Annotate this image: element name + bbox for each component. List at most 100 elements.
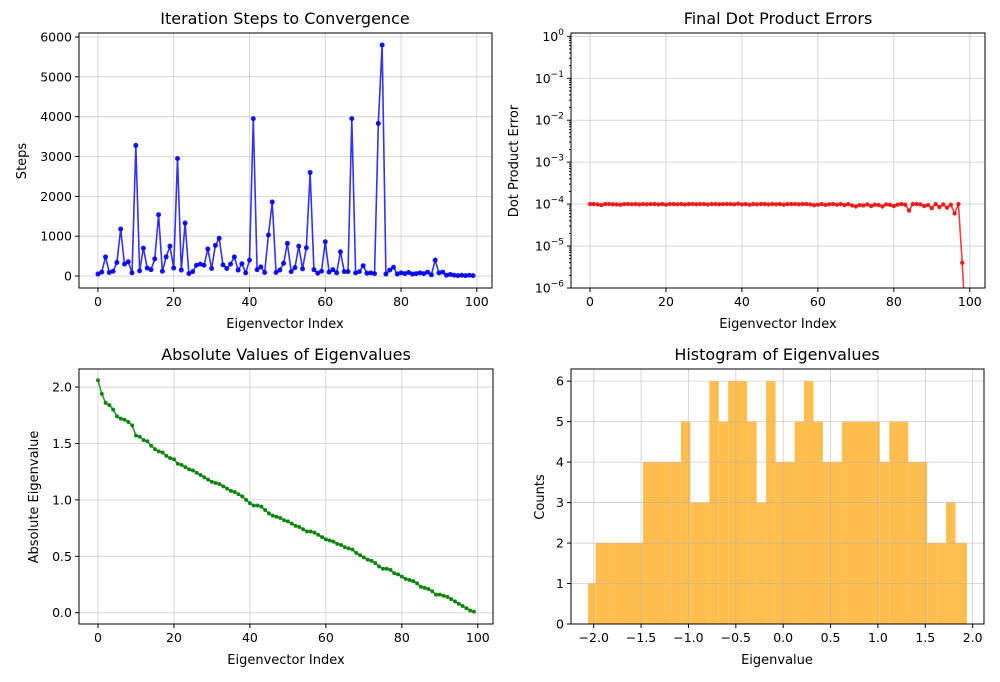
iteration-steps-ytick-label-0: 0 xyxy=(64,269,72,284)
dot-product-errors-point-30 xyxy=(701,201,707,207)
eigenvalue-histogram-ytick-label-2: 2 xyxy=(556,536,564,551)
dot-product-errors-point-88 xyxy=(922,203,927,209)
absolute-eigenvalues-point-98 xyxy=(468,608,473,613)
dot-product-errors-ytick-label-2: 10−4 xyxy=(535,196,564,212)
iteration-steps-point-99 xyxy=(470,273,476,279)
iteration-steps-point-36 xyxy=(231,254,237,260)
iteration-steps-point-86 xyxy=(421,271,427,277)
dot-product-errors-point-53 xyxy=(789,201,794,207)
absolute-eigenvalues-point-87 xyxy=(426,587,431,592)
iteration-steps-point-18 xyxy=(163,254,169,260)
iteration-steps-point-49 xyxy=(281,260,287,266)
absolute-eigenvalues-point-73 xyxy=(373,561,378,566)
absolute-eigenvalues-point-9 xyxy=(130,423,135,428)
absolute-eigenvalues-point-70 xyxy=(361,555,366,560)
absolute-eigenvalues-point-99 xyxy=(472,609,477,614)
eigenvalue-histogram-xlabel: Eigenvalue xyxy=(741,653,813,668)
dot-product-errors-point-38 xyxy=(732,202,737,207)
absolute-eigenvalues-title: Absolute Values of Eigenvalues xyxy=(161,345,411,364)
absolute-eigenvalues-point-71 xyxy=(365,557,370,562)
absolute-eigenvalues-point-49 xyxy=(282,518,287,523)
eigenvalue-histogram-chart: Histogram of Eigenvalues Eigenvalue Coun… xyxy=(533,345,985,668)
absolute-eigenvalues-point-56 xyxy=(308,529,313,534)
iteration-steps-point-77 xyxy=(387,267,393,273)
iteration-steps-point-57 xyxy=(311,267,317,273)
absolute-eigenvalues-point-20 xyxy=(171,457,176,462)
iteration-steps-point-74 xyxy=(375,120,381,126)
absolute-eigenvalues-point-69 xyxy=(358,553,363,558)
absolute-eigenvalues-point-66 xyxy=(346,546,351,551)
iteration-steps-point-89 xyxy=(432,257,438,263)
absolute-eigenvalues-point-30 xyxy=(209,479,214,484)
iteration-steps-point-75 xyxy=(379,42,385,48)
absolute-eigenvalues-point-6 xyxy=(118,416,123,421)
absolute-eigenvalues-point-93 xyxy=(449,597,454,602)
absolute-eigenvalues-point-85 xyxy=(418,584,423,589)
absolute-eigenvalues-point-82 xyxy=(407,577,412,582)
absolute-eigenvalues-point-17 xyxy=(160,450,165,455)
iteration-steps-point-40 xyxy=(247,257,253,263)
absolute-eigenvalues-point-16 xyxy=(156,449,161,454)
dot-product-errors-point-31 xyxy=(705,202,710,207)
iteration-steps-point-72 xyxy=(368,270,374,276)
iteration-steps-point-78 xyxy=(390,264,396,270)
dot-product-errors-point-80 xyxy=(891,203,897,209)
dot-product-errors-point-0 xyxy=(587,201,593,207)
dot-product-errors-point-76 xyxy=(876,202,881,208)
dot-product-errors-point-11 xyxy=(629,202,634,207)
iteration-steps-point-60 xyxy=(322,239,328,245)
dot-product-errors-point-2 xyxy=(595,202,600,207)
dot-product-errors-point-84 xyxy=(906,208,912,213)
iteration-steps-point-80 xyxy=(398,270,404,276)
absolute-eigenvalues-point-5 xyxy=(114,414,119,419)
eigenvalue-histogram-plot-area xyxy=(571,369,984,624)
eigenvalue-histogram-bar-14 xyxy=(794,421,805,624)
absolute-eigenvalues-point-86 xyxy=(422,585,427,590)
dot-product-errors-axes-frame xyxy=(570,32,986,289)
dot-product-errors-point-49 xyxy=(773,202,779,207)
absolute-eigenvalues-ytick-label-3: 1.5 xyxy=(52,436,72,451)
eigenvalue-histogram-ytick-label-0: 0 xyxy=(556,617,564,632)
iteration-steps-point-92 xyxy=(444,272,450,278)
eigenvalue-histogram-ytick-label-4: 4 xyxy=(556,455,564,470)
dot-product-errors-point-64 xyxy=(830,201,836,207)
dot-product-errors-ytick-label-6: 100 xyxy=(542,28,564,44)
iteration-steps-point-12 xyxy=(140,245,146,251)
dot-product-errors-point-21 xyxy=(667,201,672,207)
dot-product-errors-point-61 xyxy=(819,201,824,207)
dot-product-errors-point-32 xyxy=(709,201,714,207)
iteration-steps-point-79 xyxy=(394,271,400,277)
dot-product-errors-point-37 xyxy=(728,201,733,207)
iteration-steps-point-82 xyxy=(406,269,412,275)
dot-product-errors-ytick-label-4: 10−2 xyxy=(535,112,564,128)
absolute-eigenvalues-xlabel: Eigenvector Index xyxy=(227,653,345,668)
iteration-steps-axes-frame xyxy=(78,32,493,289)
dot-product-errors-point-91 xyxy=(933,201,938,207)
iteration-steps-point-70 xyxy=(360,263,366,269)
absolute-eigenvalues-point-36 xyxy=(232,489,237,494)
dot-product-errors-point-35 xyxy=(720,201,726,207)
absolute-eigenvalues-point-41 xyxy=(251,503,256,508)
eigenvalue-histogram-xtick-label-3: −0.5 xyxy=(721,630,751,645)
iteration-steps-point-59 xyxy=(318,268,324,274)
dot-product-errors-point-79 xyxy=(887,202,893,208)
absolute-eigenvalues-point-45 xyxy=(266,511,271,516)
absolute-eigenvalues-point-38 xyxy=(240,494,245,499)
dot-product-errors-point-73 xyxy=(865,202,870,207)
absolute-eigenvalues-point-47 xyxy=(274,514,279,519)
absolute-eigenvalues-ytick-label-4: 2.0 xyxy=(52,380,72,395)
dot-product-errors-point-78 xyxy=(884,202,889,207)
absolute-eigenvalues-point-63 xyxy=(335,541,340,546)
absolute-eigenvalues-point-28 xyxy=(202,475,207,480)
absolute-eigenvalues-point-79 xyxy=(396,572,401,577)
iteration-steps-plot-area xyxy=(79,33,492,288)
iteration-steps-point-25 xyxy=(190,269,196,275)
iteration-steps-point-20 xyxy=(171,265,177,271)
absolute-eigenvalues-point-23 xyxy=(183,465,188,470)
absolute-eigenvalues-point-40 xyxy=(247,501,252,506)
dot-product-errors-point-94 xyxy=(944,205,950,210)
dot-product-errors-point-44 xyxy=(754,202,760,207)
dot-product-errors-xtick-label-3: 60 xyxy=(810,294,826,309)
dot-product-errors-xtick-label-0: 0 xyxy=(586,294,594,309)
iteration-steps-point-13 xyxy=(144,265,150,271)
